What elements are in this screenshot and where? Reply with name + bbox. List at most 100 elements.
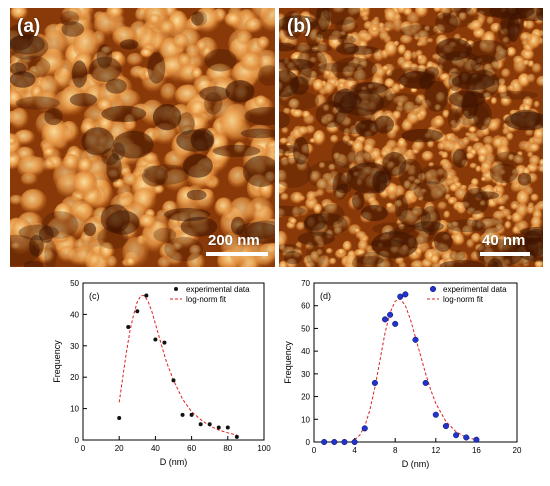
afm-grain [488,238,498,247]
afm-shadow [106,210,140,235]
afm-grain [160,83,178,102]
data-point [198,422,203,427]
data-point [135,309,140,314]
afm-grain [454,122,463,132]
afm-grain [314,94,327,109]
afm-grain [502,37,510,44]
afm-shadow [240,128,275,139]
afm-grain [265,145,275,165]
afm-grain [343,16,357,33]
afm-grain [305,242,315,251]
afm-shadow [153,227,177,243]
afm-grain [467,132,479,143]
data-point [382,316,389,323]
afm-shadow [449,250,466,261]
data-point [225,425,230,430]
afm-grain [143,162,160,176]
afm-grain [375,67,387,79]
afm-grain [442,139,457,154]
afm-shadow [44,239,57,267]
y-tick-label: 30 [301,370,310,379]
data-point [412,336,419,343]
afm-grain [340,30,347,37]
panel-letter: (c) [89,291,100,301]
plot-frame [313,282,518,443]
afm-shadow [191,10,208,27]
histogram-chart-d: 0 4 8 12 16 20 0 10 20 30 40 50 60 70 D (nm) Frequency (… [277,272,550,481]
afm-shadow [235,222,275,240]
afm-grain [207,76,235,107]
afm-grain [483,135,495,146]
afm-grain [350,8,362,15]
afm-grain [38,248,55,264]
afm-grain [34,90,60,113]
afm-shadow [10,71,36,88]
afm-grain [289,217,298,225]
afm-grain [497,84,508,96]
afm-grain [312,130,326,147]
afm-grains [10,8,275,267]
y-tick-label: 30 [70,342,79,351]
afm-shadow [176,129,214,152]
afm-grains [279,8,543,267]
afm-grain [129,65,147,79]
afm-grain [477,10,486,17]
afm-grain [282,246,295,259]
data-point [397,293,404,300]
afm-grain [233,141,246,155]
afm-grain [411,209,421,217]
afm-shadow [470,54,499,75]
afm-shadow [419,165,448,185]
afm-shadow [343,45,379,55]
afm-shadow [144,164,190,185]
data-point [361,425,368,432]
afm-shadow [372,222,416,236]
afm-shadow [336,42,360,55]
afm-grain [362,15,370,22]
afm-grain [330,134,339,144]
afm-grain [219,107,247,142]
y-axis-label: Frequency [283,341,293,384]
afm-grain [264,171,275,184]
afm-grain [227,166,249,189]
afm-grain [321,118,328,125]
afm-grain [510,200,521,211]
afm-grain [188,100,208,119]
afm-grain [191,67,203,80]
afm-grain [208,147,232,166]
afm-grain [479,200,486,207]
afm-shadow [164,236,204,262]
afm-grain [511,212,523,225]
afm-grain [506,47,517,58]
afm-grain [383,21,396,33]
afm-shadow [71,60,88,88]
afm-grain [530,215,543,230]
afm-shadow [164,208,211,222]
afm-shadow [419,74,433,90]
afm-grain [433,8,442,13]
afm-grain [417,37,429,48]
afm-shadow [279,111,290,129]
x-tick-label: 40 [151,444,160,453]
legend-label-fit: log-norm fit [186,295,227,304]
afm-grain [42,29,69,62]
data-point [189,412,194,417]
afm-grain [398,223,406,231]
afm-shadow [83,222,97,237]
y-tick-label: 70 [301,279,310,288]
afm-grain [286,142,293,148]
afm-grain [395,256,405,266]
afm-grain [352,139,365,154]
afm-grain [326,122,340,134]
afm-grain [401,120,414,132]
afm-shadow [453,8,472,13]
afm-grain [344,254,359,267]
afm-shadow [225,80,255,103]
afm-shadow [15,96,61,110]
afm-grain [279,169,288,184]
afm-grain [285,258,298,267]
afm-grain [244,17,264,34]
afm-shadow [424,80,449,112]
afm-grain [512,154,524,165]
afm-grain [522,59,531,66]
